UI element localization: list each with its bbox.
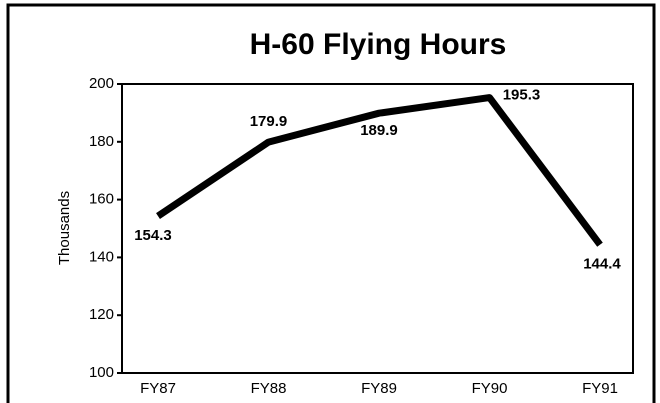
data-label: 179.9 [250, 113, 288, 130]
data-label: 195.3 [503, 87, 541, 104]
x-tick-label: FY89 [361, 380, 397, 397]
frame [6, 3, 656, 403]
y-tick-label: 180 [89, 133, 114, 150]
y-tick-label: 160 [89, 191, 114, 208]
line [156, 94, 603, 247]
x-tick-label: FY91 [582, 380, 618, 397]
y-axis-label: Thousands [56, 191, 73, 265]
data-label: 144.4 [583, 256, 621, 273]
data-label: 189.9 [360, 122, 398, 139]
x-tick-label: FY90 [472, 380, 508, 397]
y-tick-label: 100 [89, 364, 114, 381]
data-label: 154.3 [134, 227, 172, 244]
plot-area [121, 83, 634, 374]
chart-title: H-60 Flying Hours [250, 28, 507, 61]
x-tick-label: FY88 [251, 380, 287, 397]
x-tick-label: FY87 [140, 380, 176, 397]
y-tick-label: 140 [89, 248, 114, 265]
y-tick-label: 120 [89, 306, 114, 323]
y-tick-label: 200 [89, 75, 114, 92]
